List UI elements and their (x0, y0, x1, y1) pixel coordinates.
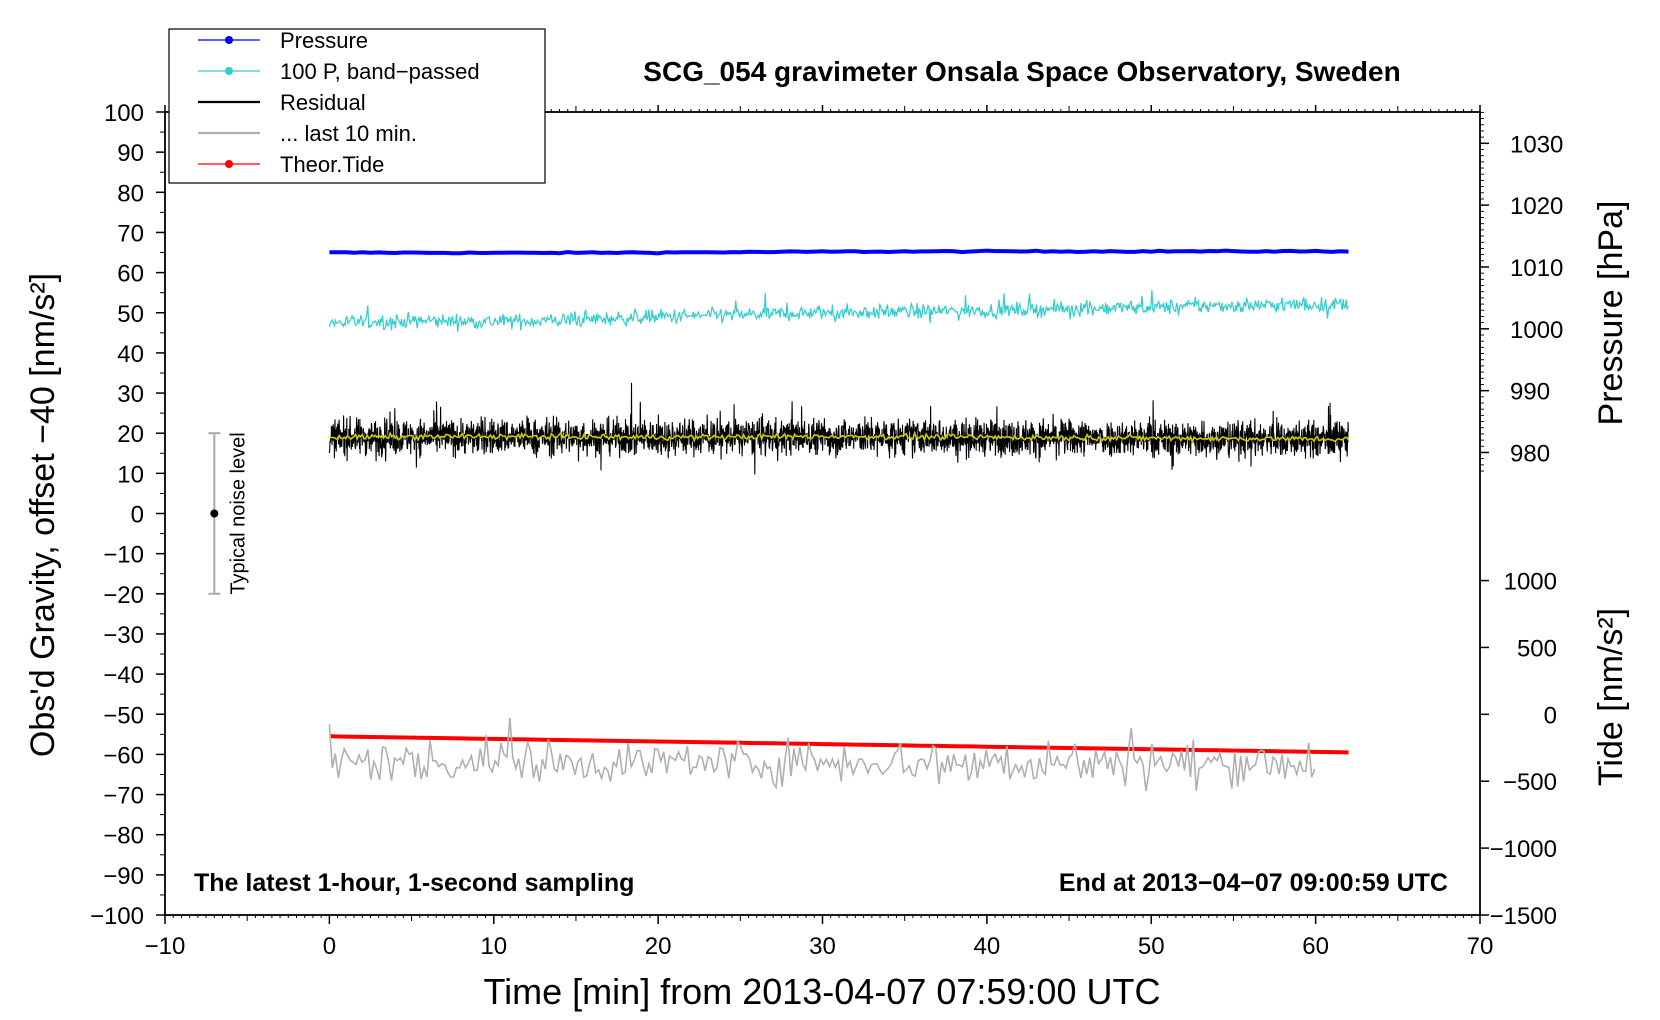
x-tick-label: 60 (1302, 933, 1329, 960)
y-tick-label: 50 (117, 301, 144, 328)
noise-level-bar: Typical noise level (208, 432, 249, 595)
legend-label: Residual (280, 90, 366, 115)
residual-series-line (328, 382, 1349, 475)
plot-frame (164, 111, 1481, 916)
y-tick-label: 10 (117, 461, 144, 488)
pressure-tick-label: 1010 (1510, 255, 1563, 282)
pressure-tick-label: 990 (1510, 379, 1550, 406)
pressure-tick-label: 1000 (1510, 317, 1563, 344)
legend-label: 100 P, band−passed (280, 59, 480, 84)
y-axis-ticks: 1009080706050403020100−10−20−30−40−50−60… (90, 100, 165, 930)
bandpassed-pressure-series-line (328, 290, 1349, 332)
y-axis-label: Obs'd Gravity, offset −40 [nm/s²] (24, 273, 62, 757)
legend: Pressure 100 P, band−passed Residual ... la… (168, 28, 546, 184)
y-tick-label: −10 (103, 542, 144, 569)
x-axis-label: Time [min] from 2013-04-07 07:59:00 UTC (484, 971, 1161, 1012)
chart-title: SCG_054 gravimeter Onsala Space Observat… (643, 56, 1400, 87)
tide-axis-label: Tide [nm/s²] (1592, 608, 1630, 786)
y-tick-label: −100 (90, 903, 144, 930)
y-tick-label: −90 (103, 863, 144, 890)
tide-tick-label: 1000 (1504, 569, 1557, 596)
y-tick-label: 70 (117, 220, 144, 247)
y-tick-label: 100 (104, 100, 144, 127)
legend-label: Pressure (280, 28, 368, 53)
legend-box (168, 28, 546, 184)
y-tick-label: −40 (103, 662, 144, 689)
y-tick-label: 40 (117, 341, 144, 368)
annotation-end-time: End at 2013−04−07 09:00:59 UTC (1059, 869, 1448, 897)
x-tick-label: 70 (1467, 933, 1494, 960)
noise-bar-label: Typical noise level (227, 432, 249, 594)
tide-axis-ticks: 1000 500 0 −500 −1000 −1500 (1480, 569, 1557, 930)
x-tick-label: 10 (480, 933, 507, 960)
y-tick-label: −20 (103, 582, 144, 609)
y-tick-label: −50 (103, 702, 144, 729)
pressure-axis-label: Pressure [hPa] (1592, 201, 1630, 426)
pressure-series-line (329, 248, 1349, 256)
y-tick-label: 20 (117, 421, 144, 448)
legend-swatch-marker (225, 36, 233, 44)
theoretical-tide-series-line (329, 734, 1349, 755)
last-10-min-series-line (328, 717, 1316, 792)
tide-tick-label: −1500 (1490, 903, 1557, 930)
noise-bar-center-dot (210, 509, 219, 518)
pressure-tick-label: 1030 (1510, 131, 1563, 158)
pressure-tick-label: 980 (1510, 440, 1550, 467)
x-axis-ticks: −10 0 10 20 30 40 50 60 70 (145, 105, 1494, 960)
y-tick-label: −80 (103, 823, 144, 850)
legend-swatch-marker (225, 67, 233, 75)
x-tick-label: −10 (145, 933, 186, 960)
y-tick-label: −70 (103, 783, 144, 810)
x-tick-label: 20 (645, 933, 672, 960)
smoothed-residual-series-line (329, 430, 1350, 445)
legend-swatch-marker (225, 160, 233, 168)
y-tick-label: −60 (103, 742, 144, 769)
y-tick-label: 80 (117, 180, 144, 207)
y-tick-label: 0 (131, 502, 144, 529)
legend-label: Theor.Tide (280, 152, 384, 177)
y-tick-label: −30 (103, 622, 144, 649)
annotation-sampling: The latest 1-hour, 1-second sampling (194, 869, 634, 897)
pressure-axis-ticks: 1030 1020 1010 1000 990 980 (1480, 111, 1563, 472)
legend-label: ... last 10 min. (280, 121, 417, 146)
tide-tick-label: −500 (1503, 769, 1557, 796)
x-tick-label: 50 (1138, 933, 1165, 960)
x-tick-label: 0 (323, 933, 336, 960)
x-tick-label: 30 (809, 933, 836, 960)
y-tick-label: 30 (117, 381, 144, 408)
tide-tick-label: 500 (1517, 635, 1557, 662)
x-tick-label: 40 (974, 933, 1001, 960)
pressure-tick-label: 1020 (1510, 193, 1563, 220)
y-tick-label: 90 (117, 140, 144, 167)
tide-tick-label: 0 (1544, 702, 1557, 729)
y-tick-label: 60 (117, 261, 144, 288)
tide-tick-label: −1000 (1490, 836, 1557, 863)
